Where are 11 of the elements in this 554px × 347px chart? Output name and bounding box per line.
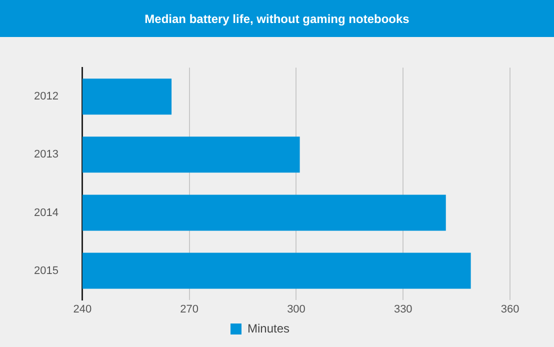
legend-label: Minutes xyxy=(247,321,290,336)
x-tick-label: 360 xyxy=(500,303,520,316)
y-tick-label: 2014 xyxy=(34,206,58,219)
x-tick-label: 270 xyxy=(180,303,199,316)
chart-title: Median battery life, without gaming notebooks xyxy=(0,0,554,37)
x-tick-label: 330 xyxy=(394,303,412,316)
x-tick-label: 300 xyxy=(287,303,306,316)
y-tick-label: 2013 xyxy=(34,148,58,161)
y-tick-label: 2015 xyxy=(34,264,58,277)
y-tick-label: 2012 xyxy=(34,90,58,103)
x-tick-label: 240 xyxy=(73,303,92,316)
